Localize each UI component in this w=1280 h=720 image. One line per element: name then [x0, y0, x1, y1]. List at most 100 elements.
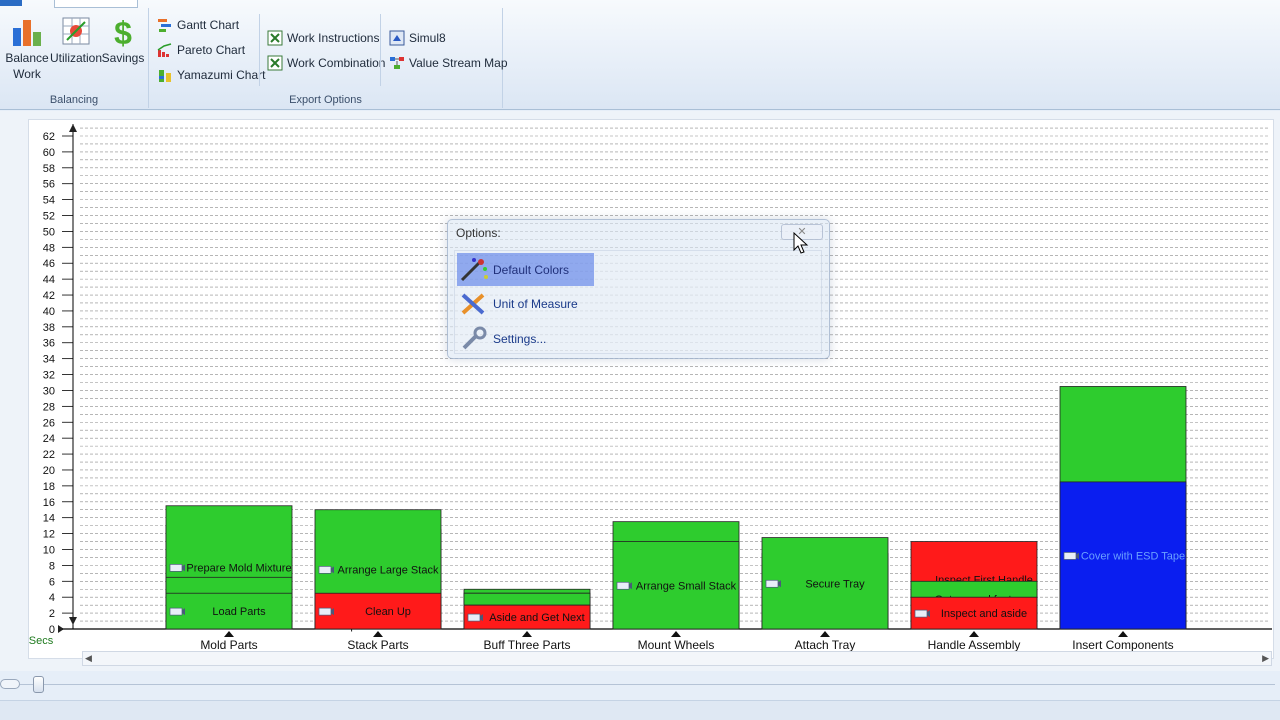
- simul8-icon: [389, 30, 405, 46]
- bar-segment-label-line: Load Parts: [212, 606, 266, 618]
- bar-segment: [463, 604, 591, 630]
- y-tick-label: 60: [43, 147, 55, 159]
- x-axis: Mold Parts Stack Parts Buff Three Parts Mou…: [200, 631, 1174, 652]
- zoom-slider-thumb[interactable]: [33, 676, 44, 693]
- y-tick-label: 38: [43, 322, 55, 334]
- bar-segment: [1059, 481, 1187, 630]
- category-marker-icon: [820, 631, 830, 637]
- video-camera-icon: [1063, 552, 1077, 560]
- zoom-bar: [0, 672, 1280, 700]
- balance-work-label: Balance Work: [5, 51, 49, 81]
- pareto-chart-button[interactable]: Pareto Chart: [157, 39, 245, 61]
- zoom-track: [20, 684, 1275, 685]
- y-tick-label: 10: [43, 544, 55, 556]
- scroll-left-arrow-icon[interactable]: ◀: [85, 653, 92, 663]
- pareto-chart-label: Pareto Chart: [177, 43, 246, 57]
- y-tick-label: 14: [43, 513, 55, 525]
- y-tick-label: 4: [49, 592, 55, 604]
- y-tick-label: 24: [43, 433, 55, 445]
- y-tick-label: 16: [43, 497, 55, 509]
- option-default-colors-label: Default Colors: [493, 262, 570, 277]
- video-camera-icon: [169, 607, 183, 616]
- y-tick-label: 56: [43, 179, 55, 191]
- export-options-group: Gantt Chart Pareto Chart Yamazumi Chart …: [149, 8, 508, 108]
- export-options-group-label: Export Options: [289, 94, 362, 106]
- yamazumi-chart-button[interactable]: Yamazumi Chart: [157, 64, 265, 86]
- category-label: Buff Three Parts: [484, 638, 571, 652]
- option-unit-of-measure-label: Unit of Measure: [493, 296, 578, 311]
- video-camera-lens-icon: [1076, 552, 1079, 560]
- work-instructions-label: Work Instructions: [287, 31, 380, 45]
- option-settings[interactable]: Settings...: [457, 322, 594, 355]
- option-settings-label: Settings...: [493, 331, 547, 346]
- ribbon-tab-active[interactable]: [54, 0, 138, 8]
- gantt-icon: [158, 19, 171, 32]
- horizontal-scrollbar[interactable]: ◀ ▶: [82, 651, 1272, 666]
- y-axis-up-arrow-icon: [69, 124, 77, 132]
- scroll-right-arrow-icon[interactable]: ▶: [1262, 653, 1269, 663]
- bar-segment-label-line: Cover with ESD Tape: [1081, 550, 1185, 562]
- y-tick-label: 48: [43, 242, 55, 254]
- svg-text:$: $: [114, 15, 132, 48]
- zoom-track-start[interactable]: [0, 679, 20, 689]
- balance-work-button[interactable]: Balance Work: [4, 14, 50, 82]
- balancing-group: Balance Work Utilization $ Savings Balan…: [0, 8, 149, 108]
- value-stream-map-button[interactable]: Value Stream Map: [389, 52, 508, 74]
- video-camera-icon: [765, 579, 779, 588]
- option-unit-of-measure[interactable]: Unit of Measure: [457, 287, 594, 320]
- savings-label: Savings: [101, 51, 145, 65]
- yamazumi-icon: [159, 70, 171, 82]
- y-tick-label: 42: [43, 290, 55, 302]
- category-label: Attach Tray: [795, 638, 856, 652]
- simul8-button[interactable]: Simul8: [389, 27, 446, 49]
- y-tick-label: 40: [43, 306, 55, 318]
- option-default-colors[interactable]: Default Colors: [457, 253, 594, 286]
- bar-chart-icon: [13, 20, 41, 46]
- palette-icon: [460, 257, 488, 281]
- bar-segment-label: Secure Tray: [805, 578, 865, 590]
- bar-segment-label: Load Parts: [212, 606, 266, 618]
- value-stream-map-label: Value Stream Map: [409, 56, 508, 70]
- excel-icon: [267, 55, 283, 71]
- value-stream-map-icon: [390, 57, 404, 69]
- status-bar: [0, 700, 1280, 720]
- yamazumi-chart-label: Yamazumi Chart: [177, 68, 266, 82]
- y-tick-label: 26: [43, 417, 55, 429]
- gantt-chart-label: Gantt Chart: [177, 18, 240, 32]
- bar-segment-label-line: Secure Tray: [805, 578, 865, 590]
- video-camera-icon: [169, 564, 183, 572]
- y-tick-label: 50: [43, 226, 55, 238]
- balancing-group-label: Balancing: [49, 94, 99, 106]
- ruler-pencil-icon: [461, 293, 485, 314]
- bar-segment-label: Clean Up: [365, 606, 411, 618]
- y-tick-label: 30: [43, 385, 55, 397]
- y-tick-label: 8: [49, 560, 55, 572]
- video-camera-lens-icon: [331, 608, 334, 616]
- bar-segment-label-line: Inspect and aside: [941, 608, 1027, 620]
- close-button[interactable]: ✕: [781, 224, 823, 240]
- video-camera-icon: [616, 581, 630, 590]
- category-label: Mold Parts: [200, 638, 257, 652]
- category-label: Insert Components: [1072, 638, 1173, 652]
- video-camera-lens-icon: [182, 608, 185, 616]
- gantt-chart-button[interactable]: Gantt Chart: [157, 14, 239, 36]
- y-tick-label: 0: [49, 624, 55, 636]
- work-instructions-button[interactable]: Work Instructions: [267, 27, 379, 49]
- ribbon-separator: [259, 14, 260, 86]
- dollar-icon: $: [114, 15, 132, 48]
- y-tick-label: 52: [43, 211, 55, 223]
- ribbon-tab-file[interactable]: [0, 0, 22, 6]
- excel-icon: [267, 30, 283, 46]
- bar-segment-label-line: Aside and Get Next: [489, 612, 584, 624]
- y-tick-label: 62: [43, 131, 55, 143]
- y-tick-label: 20: [43, 465, 55, 477]
- savings-button[interactable]: $ Savings: [101, 14, 145, 66]
- bar-segment: [165, 592, 293, 630]
- y-tick-label: 44: [43, 274, 55, 286]
- work-combination-button[interactable]: Work Combination: [267, 52, 385, 74]
- video-camera-lens-icon: [927, 610, 930, 618]
- chart-bars: Using lever presspartsClean press aresSe…: [165, 386, 1187, 632]
- utilization-button[interactable]: Utilization: [50, 14, 102, 66]
- y-tick-label: 12: [43, 529, 55, 541]
